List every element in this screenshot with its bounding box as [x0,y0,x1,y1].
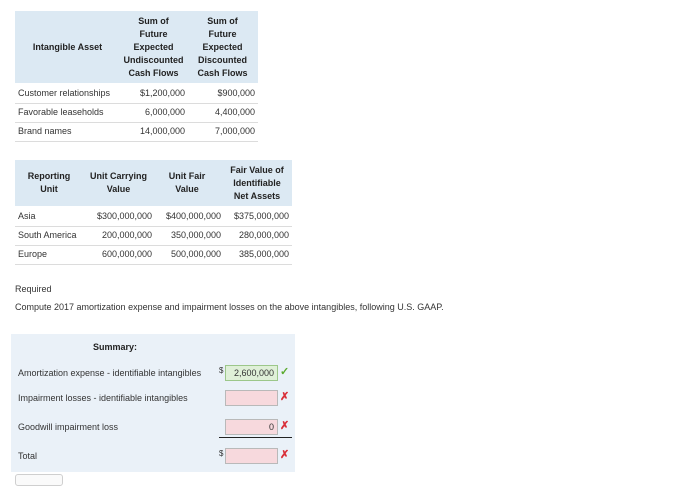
header-intangible-asset: Intangible Asset [32,42,103,52]
header-line: Cash Flows [197,68,248,78]
cross-icon: ✗ [280,420,290,432]
impairment-row: Impairment losses - identifiable intangi… [11,387,295,411]
header-line: Reporting [27,171,71,181]
header-line: Net Assets [233,191,281,201]
required-text: Compute 2017 amortization expense and im… [15,302,444,312]
table-row: South America 200,000,000 350,000,000 28… [15,226,292,246]
asset-name: Favorable leaseholds [18,107,104,117]
unit-name: Asia [18,211,36,221]
table-row: Customer relationships $1,200,000 $900,0… [15,84,258,104]
fair-value: 350,000,000 [170,230,221,240]
total-divider [219,437,292,438]
discounted-value: 4,400,000 [214,107,255,117]
header-line: Unit [40,184,58,194]
table-row: Europe 600,000,000 500,000,000 385,000,0… [15,245,292,265]
total-input[interactable] [225,448,278,464]
net-assets-value: $375,000,000 [233,211,289,221]
header-line: Sum of [138,16,169,26]
table-row: Favorable leaseholds 6,000,000 4,400,000 [15,103,258,123]
header-line: Future [208,29,237,39]
net-assets-value: 385,000,000 [238,249,289,259]
total-row: Total $ ✗ [11,445,295,469]
summary-panel: Summary: Amortization expense - identifi… [11,334,295,472]
currency-symbol: $ [219,366,224,375]
header-line: Value [106,184,131,194]
amortization-input[interactable] [225,365,278,381]
header-line: Cash Flows [128,68,179,78]
header-reporting-unit: Reporting Unit [15,170,83,196]
carrying-value: 600,000,000 [101,249,152,259]
header-unit-carrying-value: Unit Carrying Value [83,170,154,196]
intangibles-table-header [15,11,258,83]
header-line: Future [139,29,168,39]
header-line: Undiscounted [123,55,184,65]
table-row: Asia $300,000,000 $400,000,000 $375,000,… [15,207,292,227]
undiscounted-value: $1,200,000 [139,88,185,98]
discounted-value: $900,000 [217,88,255,98]
net-assets-value: 280,000,000 [238,230,289,240]
header-undiscounted-cash-flows: Sum of Future Expected Undiscounted Cash… [120,15,187,80]
asset-name: Customer relationships [18,88,111,98]
header-line: Expected [202,42,243,52]
header-line: Identifiable [233,178,281,188]
header-fair-value-net-assets: Fair Value of Identifiable Net Assets [222,164,292,203]
reporting-units-table-header [15,160,292,206]
goodwill-row: Goodwill impairment loss ✗ [11,416,295,440]
header-line: Fair Value of [230,165,284,175]
asset-name: Brand names [18,126,72,136]
cross-icon: ✗ [280,391,290,403]
currency-symbol: $ [219,449,224,458]
undiscounted-value: 14,000,000 [139,126,185,136]
unit-name: South America [18,230,77,240]
cross-icon: ✗ [280,449,290,461]
header-line: Unit Carrying [89,171,147,181]
header-unit-fair-value: Unit Fair Value [154,170,220,196]
goodwill-label: Goodwill impairment loss [18,422,119,432]
header-line: Value [175,184,199,194]
impairment-input[interactable] [225,390,278,406]
navigation-button[interactable] [15,474,63,486]
check-icon: ✓ [280,366,290,378]
header-discounted-cash-flows: Sum of Future Expected Discounted Cash F… [190,15,255,80]
header-line: Sum of [207,16,238,26]
header-line: Discounted [197,55,247,65]
fair-value: $400,000,000 [165,211,221,221]
impairment-label: Impairment losses - identifiable intangi… [18,393,188,403]
header-line: Expected [133,42,174,52]
amortization-row: Amortization expense - identifiable inta… [11,362,295,386]
fair-value: 500,000,000 [170,249,221,259]
header-line: Unit Fair [168,171,206,181]
total-label: Total [18,451,38,461]
table-row: Brand names 14,000,000 7,000,000 [15,122,258,142]
goodwill-input[interactable] [225,419,278,435]
undiscounted-value: 6,000,000 [144,107,185,117]
unit-name: Europe [18,249,48,259]
carrying-value: $300,000,000 [96,211,152,221]
summary-title: Summary: [93,342,138,352]
carrying-value: 200,000,000 [101,230,152,240]
required-title: Required [15,284,52,294]
discounted-value: 7,000,000 [214,126,255,136]
amortization-label: Amortization expense - identifiable inta… [18,368,202,378]
